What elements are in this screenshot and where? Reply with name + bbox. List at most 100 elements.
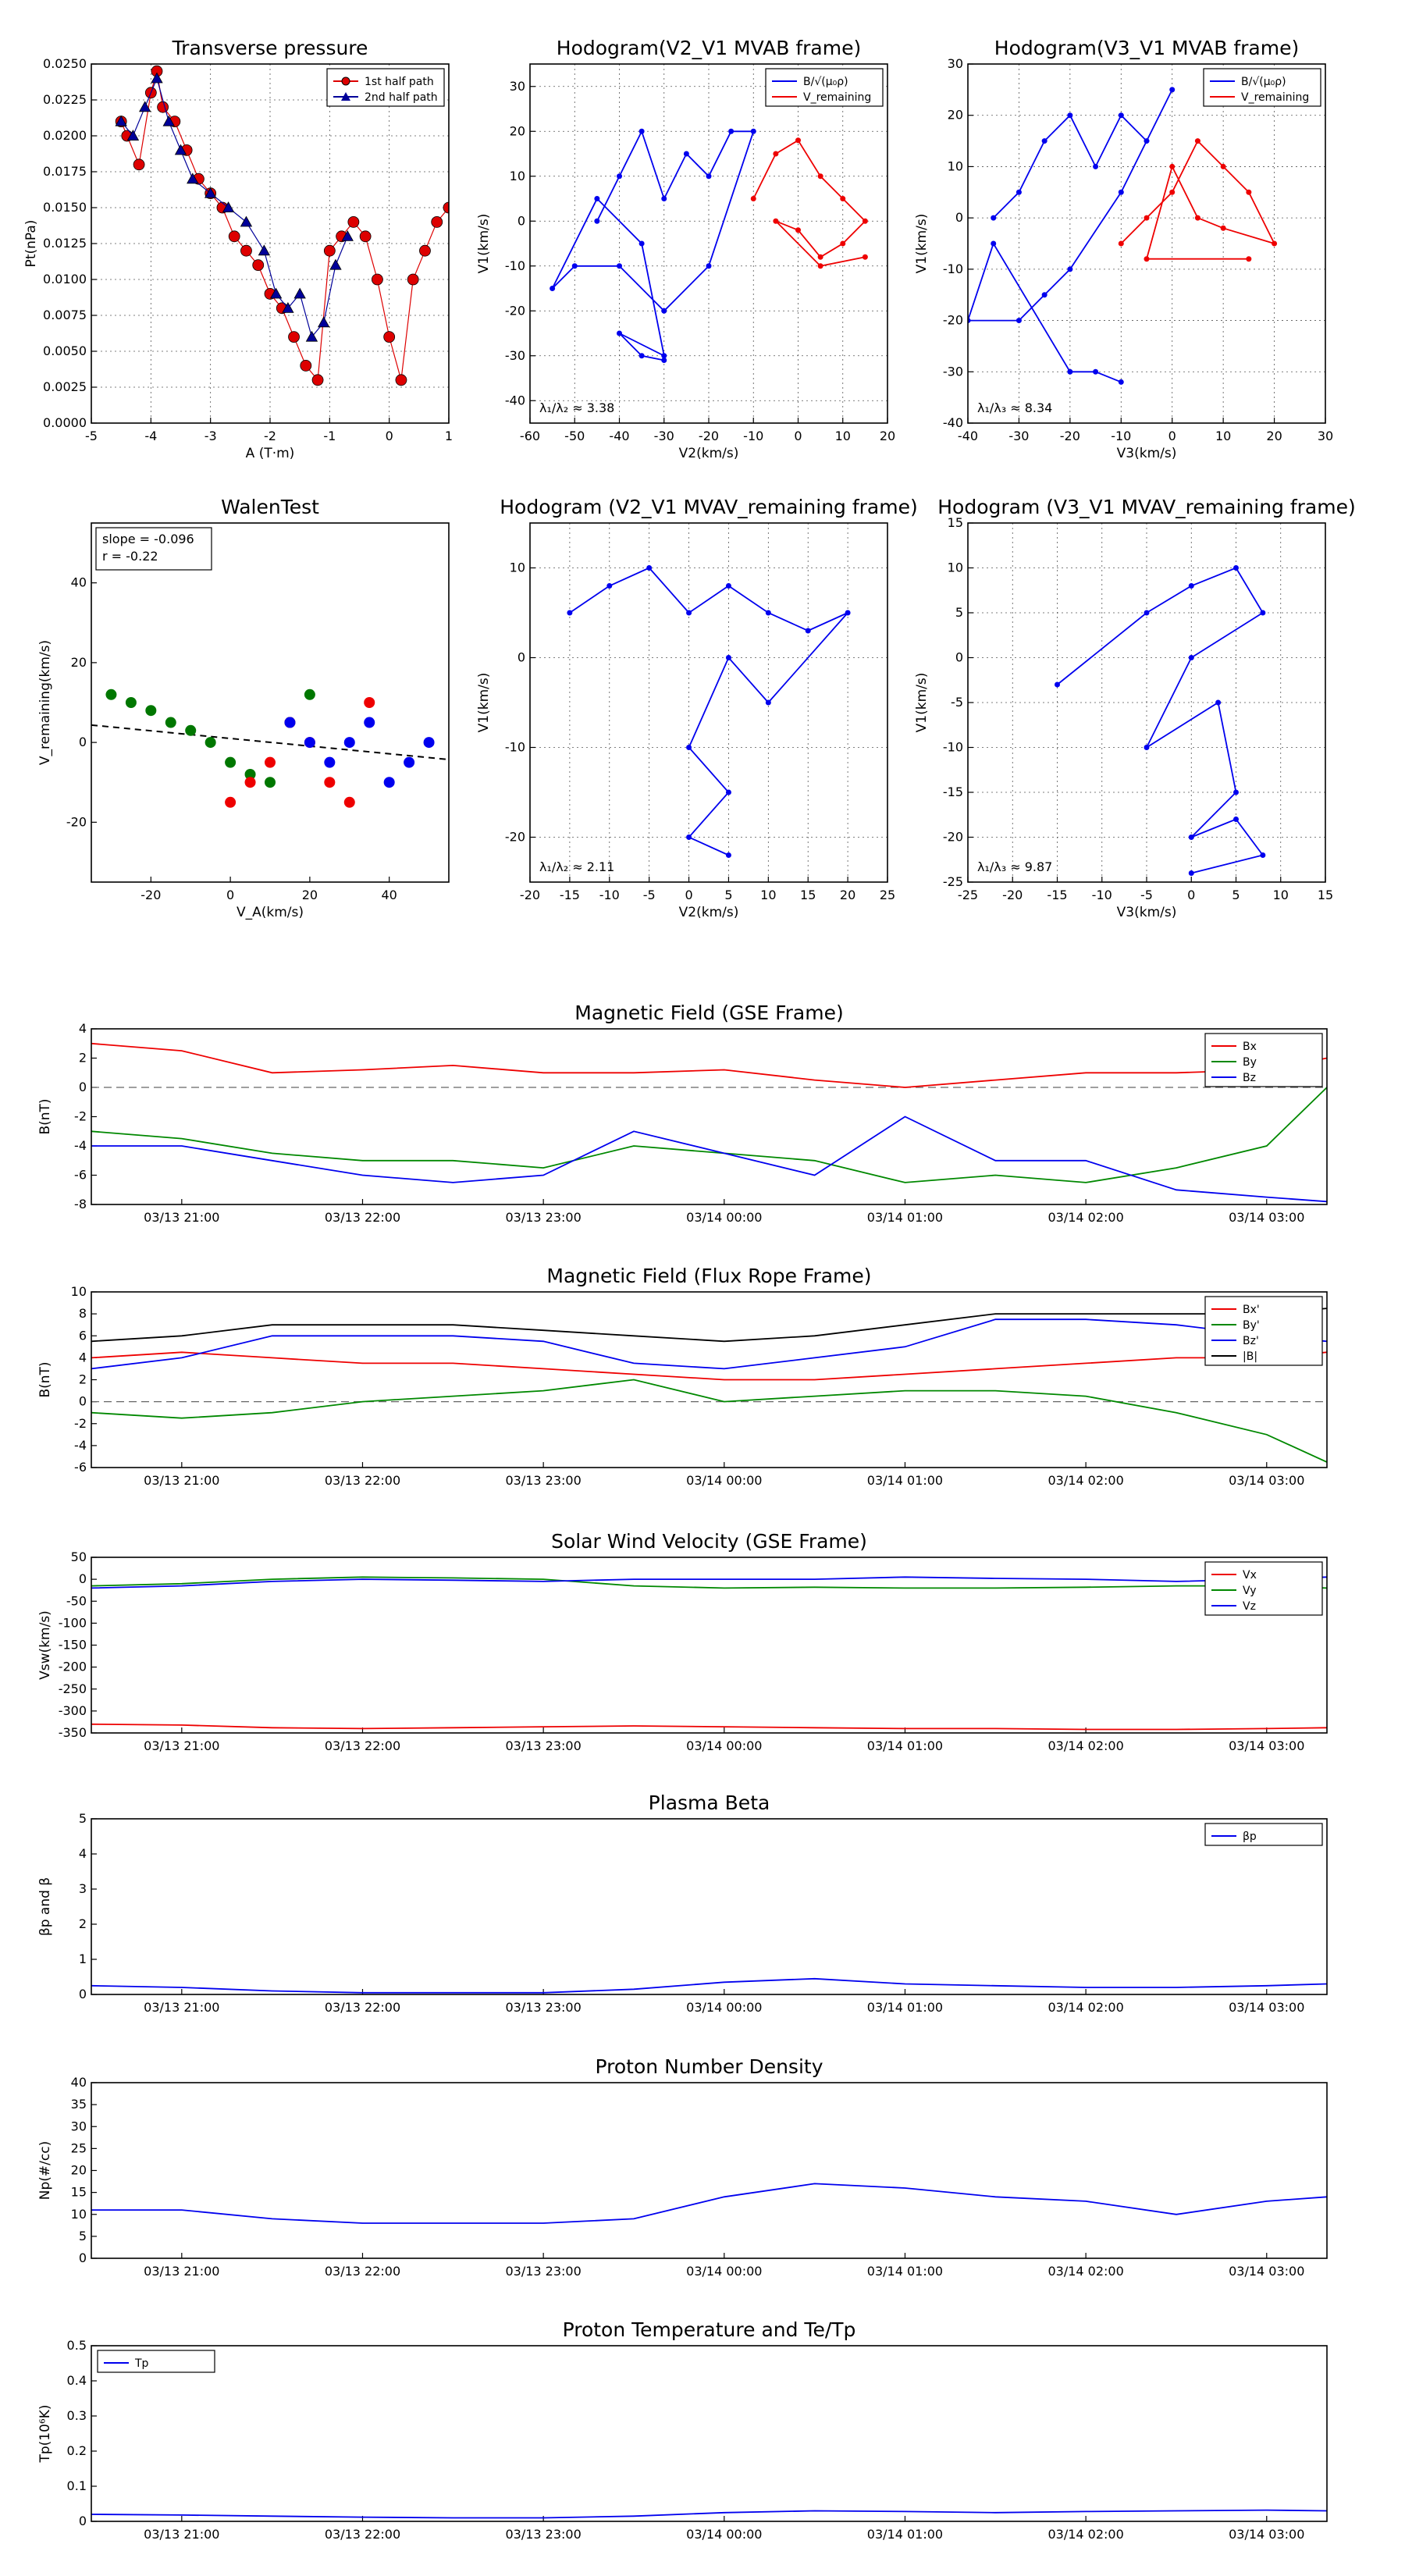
data-point (1272, 240, 1278, 247)
data-point (1260, 852, 1266, 858)
data-point (817, 173, 823, 180)
y-axis-label: Vsw(km/s) (37, 1610, 53, 1680)
data-point (125, 697, 137, 708)
data-point (1169, 189, 1176, 195)
y-tick-label: -10 (943, 740, 963, 755)
data-point (845, 610, 851, 616)
data-point (991, 240, 997, 247)
data-point (126, 130, 140, 141)
data-point (419, 244, 431, 257)
series-line-0 (91, 2183, 1327, 2224)
x-axis-label: V_A(km/s) (237, 905, 304, 920)
y-tick-label: -10 (943, 262, 963, 276)
plot-area (115, 65, 449, 386)
plot-area (91, 2509, 1327, 2519)
x-tick-label: 03/14 01:00 (867, 1210, 943, 1225)
legend-label: Bz' (1243, 1335, 1259, 1347)
x-tick-label: -20 (699, 429, 719, 443)
chart-hodogram_v2_v1_mvab: Hodogram(V2_V1 MVAB frame) -60 -50 -40 -30 -2… (476, 37, 895, 461)
chart-title: Plasma Beta (649, 1791, 770, 1814)
x-tick-label: 40 (381, 888, 397, 902)
data-point (817, 254, 823, 260)
annotation-text: λ₁/λ₃ ≈ 8.34 (977, 400, 1052, 415)
legend-box (1204, 1296, 1323, 1366)
data-point (343, 737, 355, 749)
legend-label: B/√(μ₀ρ) (1241, 76, 1286, 88)
data-point (1118, 379, 1124, 385)
data-point (324, 777, 336, 788)
data-point (617, 263, 622, 269)
data-point (661, 308, 667, 314)
chart-plasma_beta: Plasma Beta 03/13 21:00 03/13 22:00 03/13 2… (37, 1791, 1328, 2015)
x-tick-label: 03/13 22:00 (325, 1473, 400, 1488)
x-tick-label: 03/14 01:00 (867, 2527, 943, 2542)
data-point (1144, 138, 1150, 144)
data-point (324, 756, 336, 768)
x-tick-label: 5 (1232, 888, 1240, 902)
x-tick-label: 0 (1168, 429, 1176, 443)
y-axis-label: V1(km/s) (914, 214, 930, 274)
x-tick-label: 03/14 01:00 (867, 2264, 943, 2279)
plot-frame (91, 1291, 1328, 1468)
data-point (1220, 225, 1226, 231)
y-axis-label: V1(km/s) (476, 673, 492, 733)
x-tick-label: 03/13 21:00 (144, 1738, 219, 1753)
data-point (225, 756, 237, 768)
y-tick-label: 0.0150 (43, 200, 87, 215)
plot-frame (91, 2345, 1328, 2522)
x-tick-label: 10 (1273, 888, 1289, 902)
legend: Vx Vy Vz (1204, 1561, 1323, 1616)
chart-transverse_pressure: Transverse pressure -5 -4 -3 -2 -1 0 1 0.0000 0.0… (23, 37, 453, 461)
x-tick-label: 03/13 21:00 (144, 1210, 219, 1225)
x-axis-label: V3(km/s) (1117, 446, 1177, 461)
x-tick-label: 03/14 03:00 (1229, 1210, 1304, 1225)
data-point (795, 137, 801, 144)
x-tick-label: 0 (1187, 888, 1195, 902)
chart-hodogram_v2_v1_mvav: Hodogram (V2_V1 MVAV_remaining frame) -20… (476, 496, 918, 920)
data-point (706, 173, 712, 180)
y-tick-label: 0 (79, 1571, 87, 1586)
data-point (773, 218, 779, 224)
data-point (244, 769, 256, 780)
y-tick-label: -150 (59, 1638, 87, 1653)
y-tick-label: 0.1 (67, 2478, 87, 2493)
y-tick-label: 0.2 (67, 2443, 87, 2458)
data-point (318, 316, 330, 328)
y-tick-label: 35 (71, 2097, 87, 2112)
x-tick-label: 15 (800, 888, 816, 902)
y-tick-label: 40 (71, 2075, 87, 2090)
y-tick-label: 5 (79, 1811, 87, 1826)
data-point (1055, 681, 1060, 688)
y-tick-label: -20 (943, 313, 963, 328)
plot-frame (967, 63, 1326, 424)
data-point (1188, 870, 1194, 876)
x-tick-label: -60 (520, 429, 540, 443)
x-tick-label: -5 (85, 429, 98, 443)
x-tick-label: -10 (1111, 429, 1131, 443)
data-point (725, 789, 731, 795)
x-tick-label: -40 (958, 429, 978, 443)
plot-area (91, 1576, 1327, 1731)
y-tick-label: 40 (71, 575, 87, 590)
x-tick-label: 0 (794, 429, 802, 443)
legend: 1st half path 2nd half path (326, 68, 445, 107)
data-point (115, 115, 127, 126)
plot-area (968, 87, 1278, 385)
x-tick-label: -2 (264, 429, 276, 443)
x-tick-label: 03/14 03:00 (1229, 1738, 1304, 1753)
y-tick-label: -20 (943, 830, 963, 845)
x-tick-label: 03/13 23:00 (505, 2264, 581, 2279)
data-point (817, 263, 823, 269)
x-tick-label: 20 (840, 888, 855, 902)
data-point (1260, 610, 1266, 616)
y-tick-label: 0.5 (67, 2338, 87, 2353)
data-point (1016, 189, 1022, 195)
x-axis-label: V2(km/s) (679, 905, 739, 920)
legend-label: Bx' (1243, 1304, 1260, 1316)
y-tick-label: -20 (505, 830, 525, 845)
y-tick-label: -50 (66, 1593, 87, 1608)
data-point (151, 72, 163, 84)
y-axis-label: B(nT) (37, 1361, 53, 1397)
chart-title: Hodogram(V3_V1 MVAB frame) (994, 37, 1299, 59)
data-point (594, 196, 600, 201)
